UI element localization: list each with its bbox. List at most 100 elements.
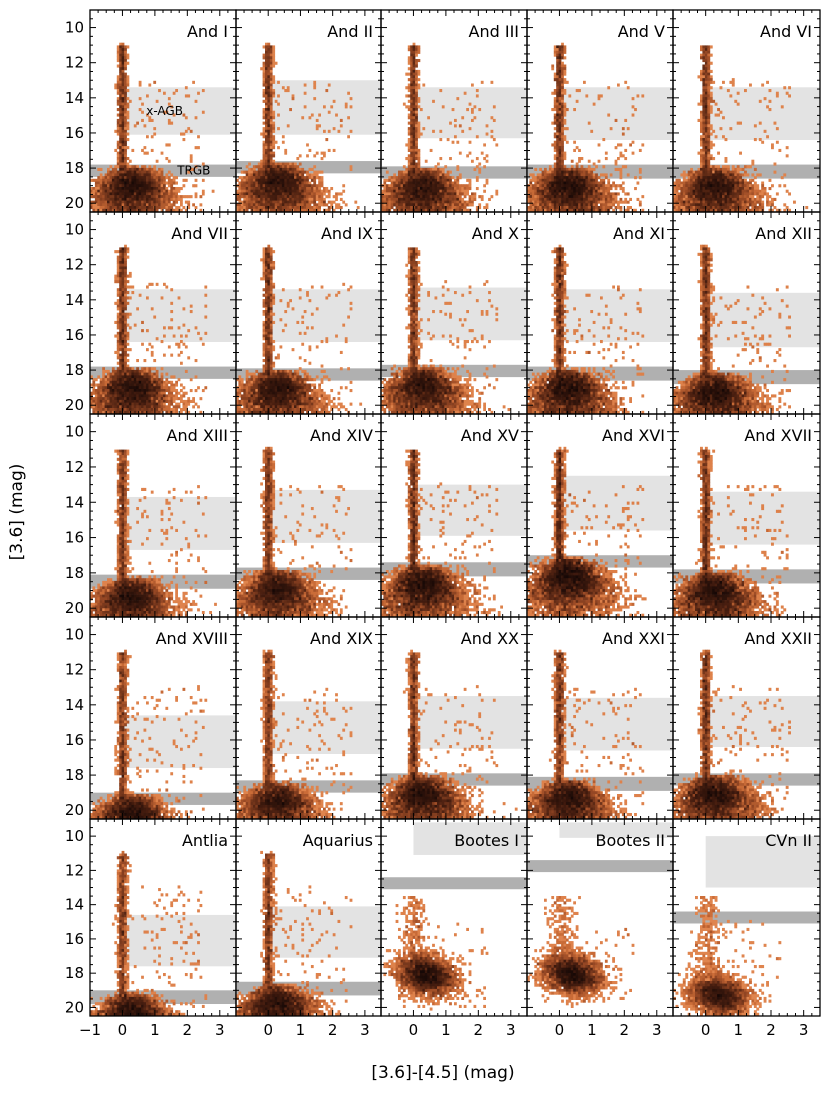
density-bin <box>485 132 489 136</box>
density-bin <box>163 353 166 357</box>
density-bin <box>126 56 130 60</box>
density-bin <box>548 181 552 185</box>
density-bin <box>148 282 152 286</box>
density-bin <box>707 116 711 120</box>
density-bin <box>126 167 130 171</box>
density-bin <box>269 45 273 49</box>
density-bin <box>111 192 115 196</box>
density-bin <box>121 42 125 46</box>
density-bin <box>548 200 552 204</box>
density-bin <box>485 203 489 207</box>
density-bin <box>412 162 416 166</box>
density-bin <box>673 195 676 199</box>
density-bin <box>570 203 574 207</box>
density-bin <box>274 162 278 166</box>
density-bin <box>347 91 350 95</box>
density-bin <box>245 192 249 196</box>
density-bin <box>99 380 103 384</box>
density-bin <box>570 195 574 199</box>
density-bin <box>296 203 300 207</box>
density-bin <box>541 176 545 180</box>
density-bin <box>690 197 693 201</box>
density-bin <box>466 208 469 212</box>
density-bin <box>407 162 411 166</box>
density-bin <box>454 195 457 199</box>
density-bin <box>124 94 127 98</box>
density-bin <box>323 189 326 193</box>
density-bin <box>551 181 555 185</box>
density-bin <box>775 192 779 196</box>
density-bin <box>252 192 256 196</box>
density-bin <box>306 206 309 210</box>
density-bin <box>717 192 720 196</box>
density-bin <box>289 173 292 177</box>
density-bin <box>534 178 538 182</box>
panel-plot-area <box>381 42 527 212</box>
density-bin <box>97 200 101 204</box>
density-bin <box>301 173 305 177</box>
density-bin <box>124 108 127 112</box>
density-bin <box>165 206 169 210</box>
density-bin <box>124 206 127 210</box>
density-bin <box>697 102 701 106</box>
density-bin <box>121 86 125 90</box>
density-bin <box>707 80 711 84</box>
density-bin <box>573 148 576 152</box>
density-bin <box>434 189 438 193</box>
density-bin <box>685 208 689 212</box>
density-bin <box>707 165 711 169</box>
density-bin <box>126 132 130 136</box>
density-bin <box>284 165 288 169</box>
density-bin <box>116 195 120 199</box>
density-bin <box>150 383 154 387</box>
density-bin <box>441 170 445 174</box>
density-bin <box>170 187 174 191</box>
density-bin <box>104 369 108 373</box>
density-bin <box>729 94 733 98</box>
density-bin <box>739 203 742 207</box>
density-bin <box>291 167 295 171</box>
density-bin <box>175 200 178 204</box>
density-bin <box>551 108 555 112</box>
density-bin <box>172 195 176 199</box>
density-bin <box>272 80 276 84</box>
density-bin <box>262 165 266 169</box>
density-bin <box>546 181 550 185</box>
density-bin <box>158 178 161 182</box>
density-bin <box>612 192 615 196</box>
density-bin <box>570 167 574 171</box>
density-bin <box>424 167 428 171</box>
density-bin <box>419 197 423 201</box>
density-bin <box>734 176 738 180</box>
density-bin <box>415 80 418 84</box>
density-bin <box>556 151 559 155</box>
density-bin <box>107 197 110 201</box>
density-bin <box>412 50 416 54</box>
density-bin <box>121 69 125 73</box>
density-bin <box>298 203 302 207</box>
density-bin <box>248 195 251 199</box>
density-bin <box>595 200 598 204</box>
density-bin <box>722 181 725 185</box>
density-bin <box>332 208 336 212</box>
density-bin <box>461 116 465 120</box>
density-bin <box>393 195 396 199</box>
density-bin <box>107 167 110 171</box>
density-bin <box>131 184 135 188</box>
density-bin <box>680 192 684 196</box>
density-bin <box>286 165 290 169</box>
density-bin <box>192 80 195 84</box>
density-bin <box>262 127 266 131</box>
density-bin <box>388 195 392 199</box>
density-bin <box>119 69 122 73</box>
density-bin <box>429 176 433 180</box>
density-bin <box>111 389 115 393</box>
density-bin <box>265 83 268 87</box>
density-bin <box>109 195 113 199</box>
density-bin <box>243 178 247 182</box>
density-bin <box>702 132 706 136</box>
density-bin <box>194 165 198 169</box>
density-bin <box>631 208 635 212</box>
density-bin <box>274 206 278 210</box>
